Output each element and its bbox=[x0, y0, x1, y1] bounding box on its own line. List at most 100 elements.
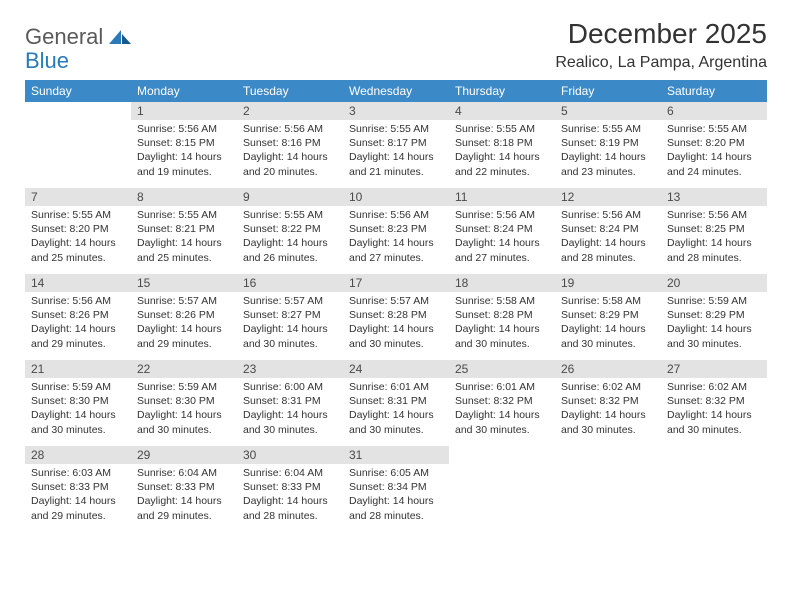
header: General December 2025 Realico, La Pampa,… bbox=[25, 18, 767, 72]
day-content: Sunrise: 6:02 AMSunset: 8:32 PMDaylight:… bbox=[661, 378, 767, 441]
day-number: 18 bbox=[449, 274, 555, 292]
day-content: Sunrise: 5:59 AMSunset: 8:30 PMDaylight:… bbox=[25, 378, 131, 441]
calendar-day-cell: 20Sunrise: 5:59 AMSunset: 8:29 PMDayligh… bbox=[661, 274, 767, 360]
day-content: Sunrise: 5:55 AMSunset: 8:17 PMDaylight:… bbox=[343, 120, 449, 183]
calendar-day-cell: 30Sunrise: 6:04 AMSunset: 8:33 PMDayligh… bbox=[237, 446, 343, 532]
day-content: Sunrise: 6:03 AMSunset: 8:33 PMDaylight:… bbox=[25, 464, 131, 527]
day-content: Sunrise: 5:56 AMSunset: 8:23 PMDaylight:… bbox=[343, 206, 449, 269]
day-number: 3 bbox=[343, 102, 449, 120]
day-number: 22 bbox=[131, 360, 237, 378]
day-content: Sunrise: 5:57 AMSunset: 8:27 PMDaylight:… bbox=[237, 292, 343, 355]
calendar-day-cell: 28Sunrise: 6:03 AMSunset: 8:33 PMDayligh… bbox=[25, 446, 131, 532]
weekday-header: Sunday bbox=[25, 80, 131, 102]
day-content: Sunrise: 5:57 AMSunset: 8:26 PMDaylight:… bbox=[131, 292, 237, 355]
weekday-header: Saturday bbox=[661, 80, 767, 102]
calendar-day-cell: 31Sunrise: 6:05 AMSunset: 8:34 PMDayligh… bbox=[343, 446, 449, 532]
day-number: 27 bbox=[661, 360, 767, 378]
calendar-day-cell: 16Sunrise: 5:57 AMSunset: 8:27 PMDayligh… bbox=[237, 274, 343, 360]
weekday-header: Tuesday bbox=[237, 80, 343, 102]
day-number: 21 bbox=[25, 360, 131, 378]
calendar-day-cell: 22Sunrise: 5:59 AMSunset: 8:30 PMDayligh… bbox=[131, 360, 237, 446]
day-number: 19 bbox=[555, 274, 661, 292]
calendar-table: SundayMondayTuesdayWednesdayThursdayFrid… bbox=[25, 80, 767, 532]
day-number: 26 bbox=[555, 360, 661, 378]
calendar-body: 1Sunrise: 5:56 AMSunset: 8:15 PMDaylight… bbox=[25, 102, 767, 532]
calendar-day-cell: 2Sunrise: 5:56 AMSunset: 8:16 PMDaylight… bbox=[237, 102, 343, 188]
calendar-day-cell: 4Sunrise: 5:55 AMSunset: 8:18 PMDaylight… bbox=[449, 102, 555, 188]
day-content: Sunrise: 5:56 AMSunset: 8:24 PMDaylight:… bbox=[449, 206, 555, 269]
logo-text-blue: Blue bbox=[25, 48, 69, 73]
day-number: 2 bbox=[237, 102, 343, 120]
day-number: 13 bbox=[661, 188, 767, 206]
calendar-day-cell: 17Sunrise: 5:57 AMSunset: 8:28 PMDayligh… bbox=[343, 274, 449, 360]
calendar-day-cell: 7Sunrise: 5:55 AMSunset: 8:20 PMDaylight… bbox=[25, 188, 131, 274]
day-number: 30 bbox=[237, 446, 343, 464]
logo: General bbox=[25, 24, 135, 50]
calendar-day-cell bbox=[25, 102, 131, 188]
calendar-week-row: 7Sunrise: 5:55 AMSunset: 8:20 PMDaylight… bbox=[25, 188, 767, 274]
calendar-day-cell: 6Sunrise: 5:55 AMSunset: 8:20 PMDaylight… bbox=[661, 102, 767, 188]
calendar-day-cell: 10Sunrise: 5:56 AMSunset: 8:23 PMDayligh… bbox=[343, 188, 449, 274]
day-content: Sunrise: 5:57 AMSunset: 8:28 PMDaylight:… bbox=[343, 292, 449, 355]
calendar-day-cell: 11Sunrise: 5:56 AMSunset: 8:24 PMDayligh… bbox=[449, 188, 555, 274]
calendar-day-cell: 18Sunrise: 5:58 AMSunset: 8:28 PMDayligh… bbox=[449, 274, 555, 360]
day-content: Sunrise: 6:01 AMSunset: 8:32 PMDaylight:… bbox=[449, 378, 555, 441]
day-number: 23 bbox=[237, 360, 343, 378]
day-number: 12 bbox=[555, 188, 661, 206]
day-content: Sunrise: 5:58 AMSunset: 8:29 PMDaylight:… bbox=[555, 292, 661, 355]
day-number: 11 bbox=[449, 188, 555, 206]
month-title: December 2025 bbox=[555, 18, 767, 50]
calendar-day-cell: 21Sunrise: 5:59 AMSunset: 8:30 PMDayligh… bbox=[25, 360, 131, 446]
title-block: December 2025 Realico, La Pampa, Argenti… bbox=[555, 18, 767, 72]
day-content: Sunrise: 6:00 AMSunset: 8:31 PMDaylight:… bbox=[237, 378, 343, 441]
day-number: 31 bbox=[343, 446, 449, 464]
calendar-day-cell: 14Sunrise: 5:56 AMSunset: 8:26 PMDayligh… bbox=[25, 274, 131, 360]
weekday-header: Monday bbox=[131, 80, 237, 102]
day-content: Sunrise: 5:55 AMSunset: 8:22 PMDaylight:… bbox=[237, 206, 343, 269]
day-content: Sunrise: 5:55 AMSunset: 8:20 PMDaylight:… bbox=[661, 120, 767, 183]
day-number: 24 bbox=[343, 360, 449, 378]
day-content: Sunrise: 6:01 AMSunset: 8:31 PMDaylight:… bbox=[343, 378, 449, 441]
weekday-header: Wednesday bbox=[343, 80, 449, 102]
calendar-week-row: 21Sunrise: 5:59 AMSunset: 8:30 PMDayligh… bbox=[25, 360, 767, 446]
calendar-week-row: 28Sunrise: 6:03 AMSunset: 8:33 PMDayligh… bbox=[25, 446, 767, 532]
weekday-header: Thursday bbox=[449, 80, 555, 102]
calendar-day-cell: 19Sunrise: 5:58 AMSunset: 8:29 PMDayligh… bbox=[555, 274, 661, 360]
day-content: Sunrise: 5:55 AMSunset: 8:20 PMDaylight:… bbox=[25, 206, 131, 269]
calendar-day-cell: 13Sunrise: 5:56 AMSunset: 8:25 PMDayligh… bbox=[661, 188, 767, 274]
calendar-day-cell bbox=[555, 446, 661, 532]
day-number: 10 bbox=[343, 188, 449, 206]
calendar-day-cell: 9Sunrise: 5:55 AMSunset: 8:22 PMDaylight… bbox=[237, 188, 343, 274]
day-number: 8 bbox=[131, 188, 237, 206]
day-content: Sunrise: 5:56 AMSunset: 8:25 PMDaylight:… bbox=[661, 206, 767, 269]
calendar-day-cell: 3Sunrise: 5:55 AMSunset: 8:17 PMDaylight… bbox=[343, 102, 449, 188]
calendar-day-cell: 12Sunrise: 5:56 AMSunset: 8:24 PMDayligh… bbox=[555, 188, 661, 274]
weekday-header: Friday bbox=[555, 80, 661, 102]
calendar-day-cell: 15Sunrise: 5:57 AMSunset: 8:26 PMDayligh… bbox=[131, 274, 237, 360]
logo-sail-icon bbox=[107, 28, 133, 46]
day-content: Sunrise: 5:59 AMSunset: 8:30 PMDaylight:… bbox=[131, 378, 237, 441]
calendar-day-cell bbox=[661, 446, 767, 532]
day-number: 5 bbox=[555, 102, 661, 120]
calendar-week-row: 14Sunrise: 5:56 AMSunset: 8:26 PMDayligh… bbox=[25, 274, 767, 360]
calendar-day-cell: 1Sunrise: 5:56 AMSunset: 8:15 PMDaylight… bbox=[131, 102, 237, 188]
day-number: 25 bbox=[449, 360, 555, 378]
calendar-day-cell: 23Sunrise: 6:00 AMSunset: 8:31 PMDayligh… bbox=[237, 360, 343, 446]
day-number: 16 bbox=[237, 274, 343, 292]
day-number: 28 bbox=[25, 446, 131, 464]
day-content: Sunrise: 6:05 AMSunset: 8:34 PMDaylight:… bbox=[343, 464, 449, 527]
day-content: Sunrise: 5:59 AMSunset: 8:29 PMDaylight:… bbox=[661, 292, 767, 355]
calendar-day-cell: 24Sunrise: 6:01 AMSunset: 8:31 PMDayligh… bbox=[343, 360, 449, 446]
day-content: Sunrise: 6:04 AMSunset: 8:33 PMDaylight:… bbox=[237, 464, 343, 527]
calendar-day-cell: 29Sunrise: 6:04 AMSunset: 8:33 PMDayligh… bbox=[131, 446, 237, 532]
day-content: Sunrise: 5:55 AMSunset: 8:18 PMDaylight:… bbox=[449, 120, 555, 183]
day-number: 20 bbox=[661, 274, 767, 292]
day-content: Sunrise: 5:56 AMSunset: 8:24 PMDaylight:… bbox=[555, 206, 661, 269]
calendar-day-cell: 25Sunrise: 6:01 AMSunset: 8:32 PMDayligh… bbox=[449, 360, 555, 446]
day-content: Sunrise: 5:56 AMSunset: 8:26 PMDaylight:… bbox=[25, 292, 131, 355]
day-content: Sunrise: 5:56 AMSunset: 8:16 PMDaylight:… bbox=[237, 120, 343, 183]
day-number: 17 bbox=[343, 274, 449, 292]
location: Realico, La Pampa, Argentina bbox=[555, 54, 767, 72]
day-number: 29 bbox=[131, 446, 237, 464]
weekday-header-row: SundayMondayTuesdayWednesdayThursdayFrid… bbox=[25, 80, 767, 102]
